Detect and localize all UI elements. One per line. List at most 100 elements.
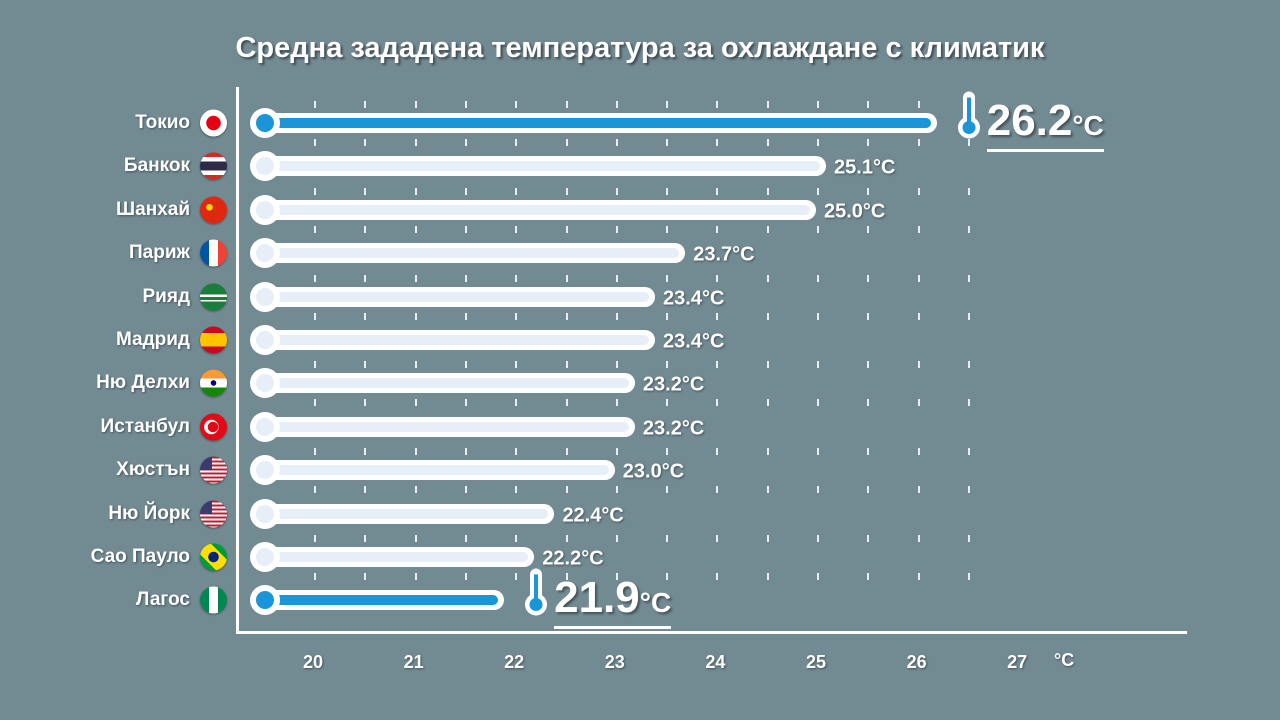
tick-mark (565, 274, 568, 282)
tick-mark (716, 312, 719, 320)
tick-mark (615, 448, 618, 456)
bar (262, 330, 656, 350)
tick-mark (817, 361, 819, 369)
bar-bulb (250, 281, 280, 312)
tick-mark (414, 535, 417, 542)
tick-mark (565, 312, 568, 320)
tick-mark (917, 448, 920, 456)
tick-mark (464, 225, 467, 233)
category-label: Сао Пауло (90, 546, 190, 567)
tick-mark (464, 535, 467, 542)
value-unit: °C (639, 587, 672, 619)
tick-mark (716, 187, 719, 195)
tick-mark (917, 312, 920, 320)
tick-mark (414, 312, 417, 320)
tick-mark (766, 399, 769, 407)
value-unit: °C (1072, 110, 1104, 141)
value-label: 23.0°C (622, 460, 685, 483)
value-label: 23.7°C (693, 243, 755, 266)
tick-mark (867, 312, 870, 320)
tick-mark (867, 535, 870, 542)
value-number: 26.2 (986, 96, 1073, 145)
tick-mark (565, 448, 568, 456)
bar (262, 547, 535, 567)
tick-mark (314, 486, 316, 494)
x-tick-label: 21 (403, 652, 424, 672)
value-label-highlight: 26.2°C (986, 96, 1104, 152)
tick-mark (615, 139, 618, 146)
tick-mark (515, 101, 518, 108)
tick-mark (615, 187, 618, 195)
tick-mark (716, 448, 719, 456)
tick-mark (314, 274, 316, 282)
tick-mark (364, 312, 367, 320)
tick-mark (414, 225, 417, 233)
category-label: Рияд (142, 285, 191, 307)
tick-mark (414, 187, 417, 195)
thermometer-icon (957, 90, 981, 145)
bar (262, 113, 937, 133)
tick-mark (666, 448, 669, 456)
tick-mark (917, 274, 920, 282)
category-label: Париж (129, 242, 190, 264)
tick-mark (414, 139, 417, 146)
tick-mark (364, 361, 367, 369)
tick-mark (766, 312, 769, 320)
tick-mark (716, 225, 719, 233)
tick-mark (967, 399, 970, 407)
value-number: 21.9 (554, 573, 640, 623)
tick-mark (917, 225, 920, 233)
tick-mark (364, 573, 367, 580)
tick-mark (464, 573, 467, 580)
tick-mark (867, 225, 870, 233)
tick-mark (565, 139, 568, 146)
tick-mark (867, 101, 870, 108)
tick-mark (766, 187, 769, 195)
tick-mark (817, 274, 819, 282)
tick-mark (817, 187, 819, 195)
bar-bulb (250, 325, 280, 355)
tick-mark (817, 535, 819, 542)
tick-mark (314, 399, 316, 407)
tick-mark (565, 361, 568, 369)
category-label: Лагос (136, 589, 190, 611)
tick-mark (817, 486, 819, 494)
tick-mark (464, 139, 467, 146)
tick-mark (314, 225, 316, 233)
category-label: Шанхай (116, 198, 190, 220)
tick-mark (666, 535, 669, 542)
tick-mark (817, 399, 819, 407)
bar (262, 286, 656, 307)
tick-mark (766, 486, 769, 494)
tick-mark (464, 274, 467, 282)
tick-mark (666, 399, 669, 407)
tick-mark (766, 101, 769, 108)
tick-mark (817, 225, 819, 233)
japan-flag-icon (200, 109, 227, 137)
tick-mark (967, 225, 970, 233)
bar-bulb (250, 151, 280, 182)
tick-mark (867, 187, 870, 195)
tick-mark (766, 139, 769, 146)
tick-mark (917, 486, 920, 494)
bar-bulb (250, 455, 280, 486)
tick-mark (967, 535, 970, 542)
tick-mark (967, 139, 970, 146)
category-label: Ню Йорк (108, 502, 190, 524)
tick-mark (515, 225, 518, 233)
tick-mark (515, 187, 518, 195)
tick-mark (867, 448, 870, 456)
value-label: 22.2°C (542, 547, 604, 570)
usa-flag-icon (200, 456, 227, 484)
tick-mark (364, 448, 367, 456)
tick-mark (716, 274, 719, 282)
tick-mark (716, 573, 719, 580)
tick-mark (565, 101, 568, 108)
tick-mark (464, 361, 467, 369)
tick-mark (314, 448, 316, 456)
tick-mark (314, 361, 316, 369)
tick-mark (766, 573, 769, 580)
category-label: Ню Делхи (96, 372, 190, 394)
tick-mark (817, 101, 819, 108)
spain-flag-icon (200, 326, 227, 354)
